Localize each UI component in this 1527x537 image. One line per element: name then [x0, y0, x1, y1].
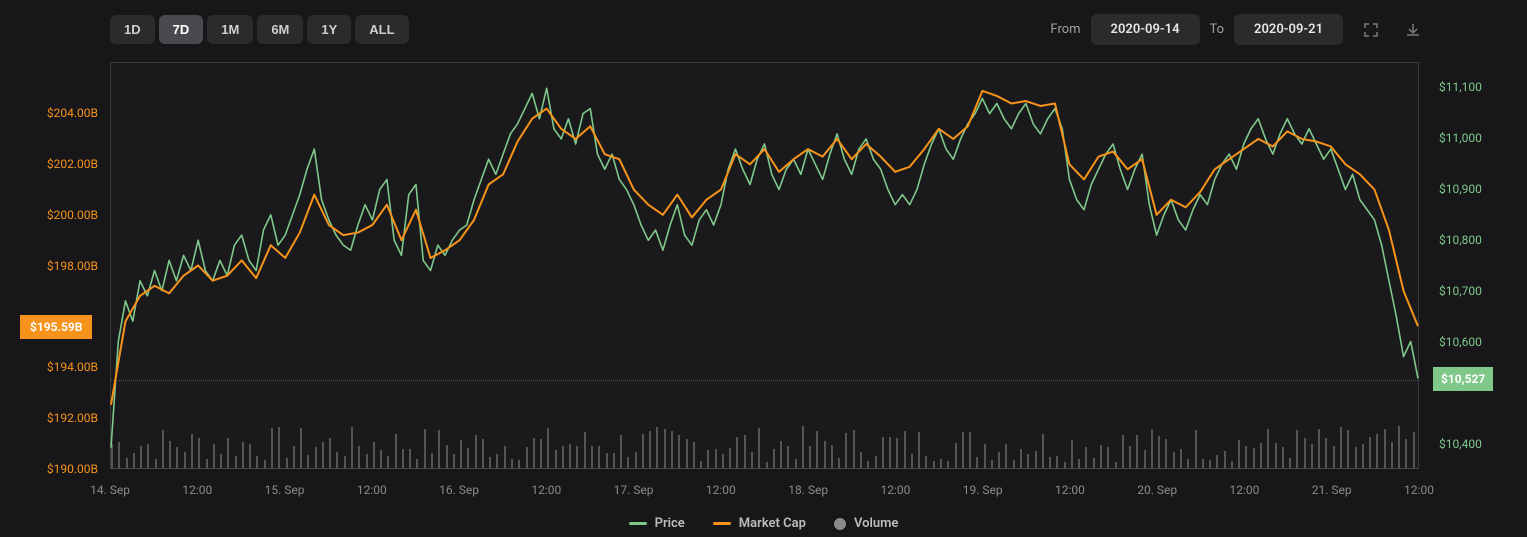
x-tick: 12:00: [880, 483, 910, 497]
y-left-tick: $204.00B: [47, 106, 98, 120]
y-left-tick: $198.00B: [47, 259, 98, 273]
range-button-group: 1D7D1M6M1YALL: [110, 15, 409, 44]
chart-container: 1D7D1M6M1YALL From 2020-09-14 To 2020-09…: [0, 0, 1527, 537]
download-icon[interactable]: [1399, 16, 1427, 44]
chart-legend: Price Market Cap Volume: [0, 516, 1527, 531]
line-svg: [111, 63, 1418, 468]
y-left-tick: $190.00B: [47, 462, 98, 476]
y-right-tick: $10,900: [1439, 182, 1482, 196]
x-tick: 19. Sep: [963, 483, 1003, 497]
x-tick: 12:00: [531, 483, 561, 497]
legend-label: Market Cap: [739, 516, 806, 531]
market-cap-line: [111, 91, 1418, 405]
x-axis: 14. Sep12:0015. Sep12:0016. Sep12:0017. …: [110, 481, 1419, 501]
x-tick: 12:00: [1055, 483, 1085, 497]
legend-dot-icon: [834, 518, 846, 530]
from-date-input[interactable]: 2020-09-14: [1091, 14, 1200, 45]
y-left-tick: $200.00B: [47, 208, 98, 222]
x-tick: 14. Sep: [90, 483, 130, 497]
legend-label: Volume: [854, 516, 898, 531]
range-button-1m[interactable]: 1M: [207, 15, 253, 44]
x-tick: 12:00: [706, 483, 736, 497]
range-button-6m[interactable]: 6M: [257, 15, 303, 44]
x-tick: 12:00: [1404, 483, 1434, 497]
y-left-tick: $192.00B: [47, 411, 98, 425]
y-right-tick: $10,800: [1439, 233, 1482, 247]
date-range-section: From 2020-09-14 To 2020-09-21: [1050, 14, 1343, 45]
legend-label: Price: [655, 516, 685, 531]
y-right-tick: $10,400: [1439, 437, 1482, 451]
x-tick: 16. Sep: [439, 483, 479, 497]
fullscreen-icon[interactable]: [1357, 16, 1385, 44]
legend-item-market-cap[interactable]: Market Cap: [713, 516, 806, 531]
from-label: From: [1050, 22, 1080, 37]
legend-item-volume[interactable]: Volume: [834, 516, 898, 531]
y-right-tick: $11,100: [1439, 80, 1482, 94]
range-button-1d[interactable]: 1D: [110, 15, 155, 44]
left-y-axis: $204.00B $202.00B $200.00B $198.00B $194.00B…: [0, 62, 106, 469]
range-button-7d[interactable]: 7D: [159, 15, 204, 44]
to-label: To: [1210, 22, 1225, 37]
price-line: [111, 88, 1418, 447]
right-y-axis: $11,100 $11,000 $10,900 $10,800 $10,700 $10,6…: [1427, 62, 1527, 469]
x-tick: 18. Sep: [788, 483, 828, 497]
chart-toolbar: 1D7D1M6M1YALL From 2020-09-14 To 2020-09…: [0, 0, 1527, 53]
to-date-input[interactable]: 2020-09-21: [1234, 14, 1343, 45]
y-right-tick: $11,000: [1439, 131, 1482, 145]
x-tick: 12:00: [357, 483, 387, 497]
range-button-1y[interactable]: 1Y: [307, 15, 351, 44]
x-tick: 15. Sep: [265, 483, 305, 497]
y-left-tick: $202.00B: [47, 157, 98, 171]
legend-item-price[interactable]: Price: [629, 516, 685, 531]
x-tick: 20. Sep: [1137, 483, 1177, 497]
y-right-tick: $10,600: [1439, 335, 1482, 349]
y-right-tick: $10,700: [1439, 284, 1482, 298]
range-button-all[interactable]: ALL: [355, 15, 408, 44]
market-cap-current-badge: $195.59B: [20, 315, 92, 339]
price-current-badge: $10,527: [1433, 367, 1493, 391]
x-tick: 12:00: [1230, 483, 1260, 497]
plot-area[interactable]: [110, 62, 1419, 469]
legend-line-icon: [629, 522, 647, 525]
y-left-tick: $194.00B: [47, 360, 98, 374]
legend-line-icon: [713, 522, 731, 525]
x-tick: 12:00: [182, 483, 212, 497]
x-tick: 17. Sep: [614, 483, 654, 497]
x-tick: 21. Sep: [1312, 483, 1352, 497]
